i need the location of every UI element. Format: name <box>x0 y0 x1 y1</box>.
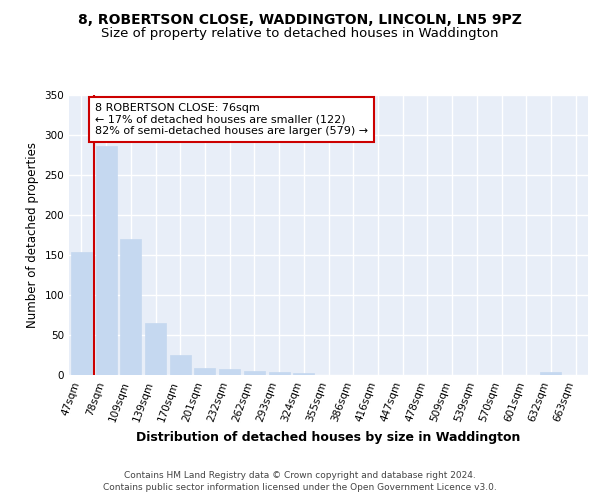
Bar <box>541 372 562 375</box>
Bar <box>170 355 191 375</box>
Bar <box>293 372 314 375</box>
Bar <box>95 146 116 375</box>
Text: Size of property relative to detached houses in Waddington: Size of property relative to detached ho… <box>101 28 499 40</box>
Bar <box>120 239 141 375</box>
Bar <box>145 323 166 375</box>
Bar <box>194 368 215 375</box>
Text: 8 ROBERTSON CLOSE: 76sqm
← 17% of detached houses are smaller (122)
82% of semi-: 8 ROBERTSON CLOSE: 76sqm ← 17% of detach… <box>95 103 368 136</box>
Bar <box>71 252 92 375</box>
Bar <box>269 372 290 375</box>
Y-axis label: Number of detached properties: Number of detached properties <box>26 142 39 328</box>
Bar <box>219 370 240 375</box>
Bar <box>244 371 265 375</box>
X-axis label: Distribution of detached houses by size in Waddington: Distribution of detached houses by size … <box>136 431 521 444</box>
Text: 8, ROBERTSON CLOSE, WADDINGTON, LINCOLN, LN5 9PZ: 8, ROBERTSON CLOSE, WADDINGTON, LINCOLN,… <box>78 12 522 26</box>
Text: Contains HM Land Registry data © Crown copyright and database right 2024.
Contai: Contains HM Land Registry data © Crown c… <box>103 471 497 492</box>
